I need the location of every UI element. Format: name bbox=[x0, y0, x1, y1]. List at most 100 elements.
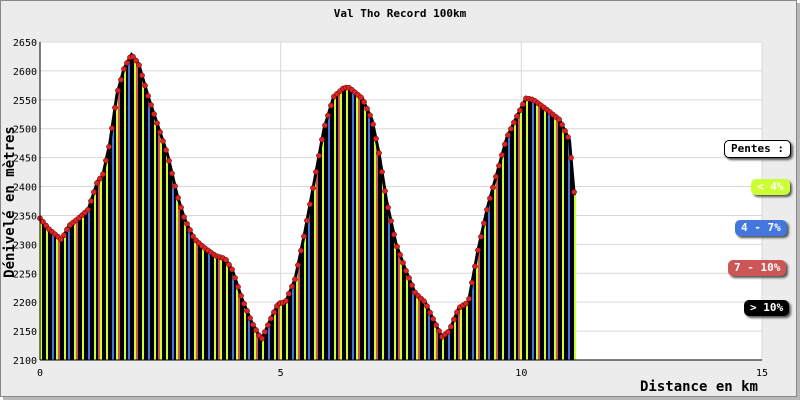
slope-stripe bbox=[352, 90, 354, 360]
slope-stripe bbox=[360, 97, 362, 360]
slope-stripe bbox=[162, 141, 164, 360]
slope-stripe bbox=[402, 262, 404, 360]
slope-stripe bbox=[552, 114, 554, 361]
slope-stripe bbox=[514, 120, 516, 360]
slope-stripe bbox=[248, 315, 250, 360]
slope-stripe bbox=[458, 307, 460, 360]
slope-stripe bbox=[80, 216, 82, 360]
slope-stripe bbox=[500, 158, 502, 360]
slope-stripe bbox=[530, 99, 532, 361]
profile-point bbox=[397, 251, 403, 258]
slope-stripe bbox=[508, 132, 510, 360]
profile-point bbox=[481, 220, 487, 227]
slope-stripe bbox=[488, 201, 490, 360]
profile-point bbox=[172, 183, 178, 189]
slope-stripe bbox=[224, 258, 226, 360]
slope-stripe bbox=[522, 104, 524, 360]
slope-stripe bbox=[288, 293, 290, 360]
profile-point bbox=[448, 323, 454, 330]
slope-stripe bbox=[48, 229, 50, 360]
slope-stripe bbox=[512, 124, 514, 360]
profile-point bbox=[475, 247, 481, 254]
slope-stripe bbox=[404, 268, 406, 360]
profile-point bbox=[406, 275, 412, 281]
profile-point bbox=[385, 204, 391, 211]
profile-point bbox=[151, 111, 157, 117]
profile-point bbox=[490, 184, 496, 191]
slope-stripe bbox=[178, 201, 180, 360]
slope-stripe bbox=[250, 320, 252, 360]
profile-point bbox=[268, 315, 274, 322]
slope-stripe bbox=[418, 296, 420, 360]
slope-stripe bbox=[232, 271, 234, 360]
slope-stripe bbox=[50, 231, 52, 360]
profile-point bbox=[325, 112, 331, 119]
slope-stripe bbox=[280, 302, 282, 360]
profile-point bbox=[520, 101, 526, 108]
slope-stripe bbox=[264, 331, 266, 360]
profile-point bbox=[568, 154, 574, 161]
slope-stripe bbox=[412, 287, 414, 360]
slope-stripe bbox=[390, 221, 392, 360]
profile-point bbox=[232, 274, 238, 281]
slope-stripe bbox=[90, 201, 92, 360]
slope-stripe bbox=[56, 235, 58, 360]
profile-point bbox=[265, 322, 271, 328]
slope-stripe bbox=[406, 273, 408, 360]
slope-stripe bbox=[350, 89, 352, 360]
slope-stripe bbox=[460, 306, 462, 360]
slope-stripe bbox=[338, 92, 340, 360]
profile-point bbox=[307, 201, 313, 208]
slope-stripe bbox=[44, 224, 46, 360]
slope-stripe bbox=[506, 137, 508, 360]
slope-stripe bbox=[362, 99, 364, 360]
profile-point bbox=[148, 102, 154, 108]
slope-stripe bbox=[290, 288, 292, 360]
slope-stripe bbox=[474, 266, 476, 360]
slope-stripe bbox=[236, 283, 238, 360]
legend-item-7-10: 7 - 10% bbox=[728, 260, 787, 276]
slope-stripe bbox=[528, 98, 530, 360]
profile-point bbox=[259, 335, 265, 342]
slope-stripe bbox=[570, 157, 572, 360]
profile-point bbox=[289, 283, 295, 290]
x-tick-label: 15 bbox=[756, 368, 768, 379]
profile-point bbox=[103, 157, 109, 164]
slope-stripe bbox=[194, 239, 196, 360]
slope-stripe bbox=[480, 236, 482, 360]
slope-stripe bbox=[482, 227, 484, 360]
slope-stripe bbox=[176, 194, 178, 360]
slope-stripe bbox=[148, 99, 150, 360]
slope-stripe bbox=[358, 95, 360, 361]
slope-stripe bbox=[278, 303, 280, 360]
slope-stripe bbox=[68, 225, 70, 360]
slope-stripe bbox=[92, 195, 94, 360]
legend-item-4-7: 4 - 7% bbox=[735, 220, 787, 236]
profile-point bbox=[112, 104, 118, 111]
slope-stripe bbox=[188, 228, 190, 360]
slope-stripe bbox=[228, 264, 230, 360]
slope-stripe bbox=[136, 61, 138, 361]
slope-stripe bbox=[320, 144, 322, 360]
slope-stripe bbox=[364, 104, 366, 360]
slope-stripe bbox=[216, 256, 218, 360]
profile-point bbox=[286, 290, 292, 297]
profile-point bbox=[436, 328, 442, 334]
slope-stripe bbox=[568, 139, 570, 360]
slope-stripe bbox=[304, 231, 306, 360]
profile-point bbox=[427, 309, 433, 316]
slope-stripe bbox=[336, 93, 338, 360]
profile-point bbox=[433, 322, 439, 328]
profile-point bbox=[118, 76, 124, 83]
slope-stripe bbox=[398, 251, 400, 360]
slope-stripe bbox=[88, 207, 90, 360]
profile-point bbox=[304, 217, 310, 224]
slope-stripe bbox=[340, 90, 342, 360]
slope-stripe bbox=[298, 260, 300, 360]
slope-stripe bbox=[452, 321, 454, 360]
profile-point bbox=[136, 62, 142, 68]
slope-stripe bbox=[146, 92, 148, 360]
slope-stripe bbox=[326, 118, 328, 360]
profile-point bbox=[424, 303, 430, 310]
profile-point bbox=[391, 231, 397, 238]
